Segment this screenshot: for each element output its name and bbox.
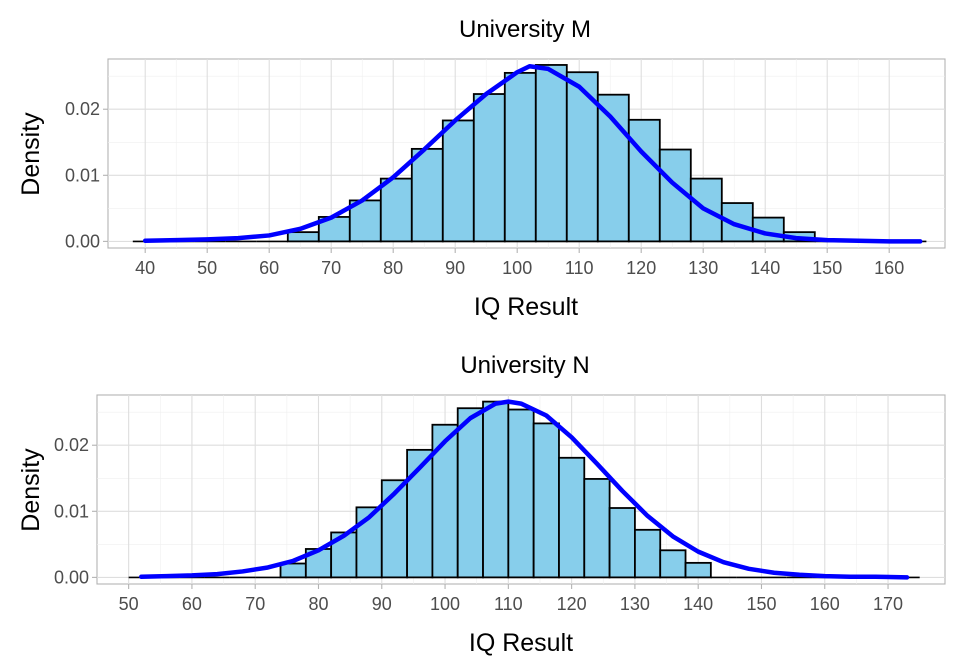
density-curve-layer [142,64,923,244]
histogram-bar [410,147,444,243]
x-tick-label: 170 [873,594,903,614]
x-tick-label: 90 [372,594,392,614]
histogram-bar [532,422,560,579]
y-tick-label: 0.00 [65,231,100,251]
x-tick-label: 90 [445,258,465,278]
x-axis-title: IQ Result [474,293,578,321]
histogram-bar [286,231,320,243]
x-tick-label: 70 [321,258,341,278]
histogram-bar [558,456,586,579]
x-tick-label: 50 [197,258,217,278]
chart-title: University M [459,16,591,43]
histogram-bar [406,448,434,579]
x-tick-label: 120 [557,594,587,614]
x-tick-label: 160 [810,594,840,614]
histogram-bar [583,478,611,579]
y-tick-label: 0.01 [54,501,89,521]
histogram-bar [330,531,358,579]
x-tick-label: 100 [430,594,460,614]
x-tick-label: 140 [683,594,713,614]
histogram-bar [379,177,413,243]
y-tick-label: 0.00 [54,567,89,587]
x-tick-label: 150 [746,594,776,614]
y-tick-label: 0.02 [54,435,89,455]
density-curve [142,64,923,244]
x-tick-label: 70 [245,594,265,614]
x-tick-label: 120 [626,258,656,278]
x-tick-label: 130 [620,594,650,614]
x-tick-label: 110 [565,258,594,278]
x-tick-label: 110 [494,594,523,614]
axis-ticks: 50 60 70 80 90 100 110 120 130 140 150 160 170 0.00 0.… [54,435,903,614]
histogram-bar [634,528,662,579]
axis-ticks: 40 50 60 70 80 90 100 110 120 130 140 150 160 0.00 0.0… [65,99,904,278]
histogram-bar [659,549,687,579]
histogram-bar [482,400,510,579]
x-tick-label: 50 [119,594,139,614]
histogram-bar [627,118,661,243]
x-tick-label: 160 [874,258,904,278]
chart-university-n: University N 50 60 70 80 90 100 110 120 130 140 15… [17,352,946,657]
histogram-bar [456,407,484,579]
histogram-bars [132,64,927,243]
histogram-bar [684,561,712,579]
y-tick-label: 0.01 [65,165,100,185]
x-tick-label: 60 [182,594,202,614]
x-tick-label: 80 [308,594,328,614]
histogram-bar [472,93,506,243]
y-tick-label: 0.02 [65,99,100,119]
histogram-bar [441,119,475,243]
density-curve [139,399,910,580]
chart-title: University N [460,352,589,379]
x-tick-label: 60 [259,258,279,278]
histogram-bar [608,507,636,579]
chart-university-m: University M 40 50 60 70 80 90 100 110 120 130 140… [17,16,946,321]
histogram-bar [348,199,382,243]
y-axis-title: Density [17,448,45,532]
density-curve-layer [139,399,910,580]
x-tick-label: 80 [383,258,403,278]
x-tick-label: 130 [688,258,718,278]
histogram-bar [503,71,537,243]
x-tick-label: 100 [502,258,532,278]
x-tick-label: 40 [135,258,155,278]
histogram-bar [507,408,535,579]
y-axis-title: Density [17,112,45,196]
x-axis-title: IQ Result [469,629,573,657]
x-tick-label: 150 [812,258,842,278]
x-tick-label: 140 [750,258,780,278]
histogram-bar [534,64,568,243]
histogram-bar [279,562,307,579]
